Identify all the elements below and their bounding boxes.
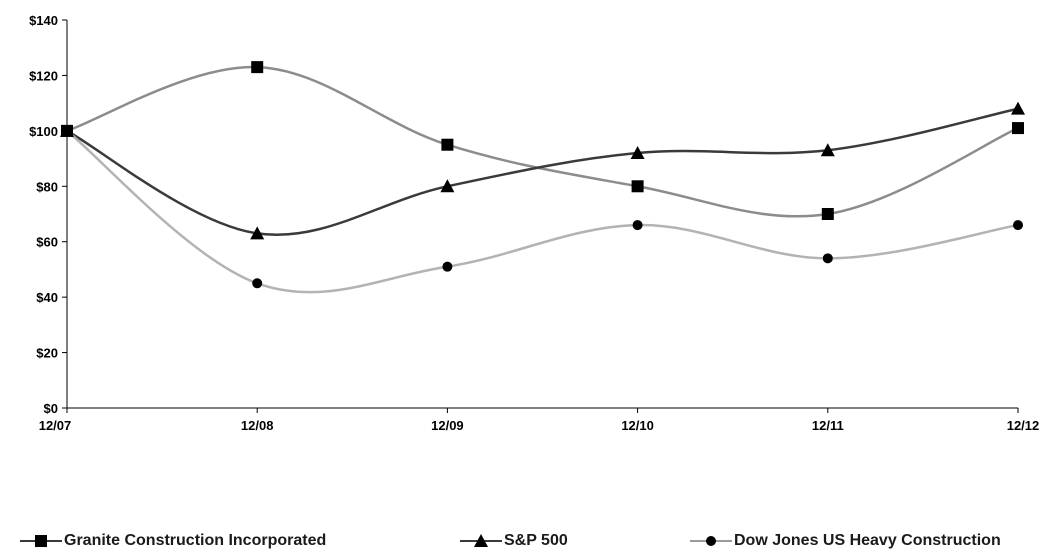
series-markers <box>60 61 1025 289</box>
data-point-dow-jones <box>822 253 833 264</box>
y-tick-label: $80 <box>36 179 58 194</box>
x-tick-label: 12/09 <box>431 418 464 433</box>
series-lines <box>66 65 1019 294</box>
x-tick-label: 12/11 <box>812 418 844 433</box>
x-axis: 12/07 12/08 12/09 12/10 12/11 12/12 <box>39 407 1040 433</box>
data-point-sp500 <box>250 226 265 240</box>
y-tick-label: $120 <box>29 68 58 83</box>
x-tick-label: 12/08 <box>241 418 274 433</box>
legend-item-granite: Granite Construction Incorporated <box>18 528 326 554</box>
data-point-granite <box>631 180 644 193</box>
y-tick-label: $60 <box>36 235 58 250</box>
data-point-granite <box>1012 122 1024 135</box>
y-tick-label: $40 <box>36 290 58 305</box>
x-tick-label: 12/07 <box>39 418 72 433</box>
data-point-dow-jones <box>632 220 643 231</box>
x-tick-label: 12/10 <box>621 418 654 433</box>
y-tick-label: $140 <box>29 13 58 28</box>
legend-swatch-granite <box>20 535 62 547</box>
y-tick-label: $0 <box>44 401 58 416</box>
legend-swatch-sp500 <box>460 534 502 547</box>
data-point-sp500 <box>1011 101 1025 115</box>
legend-item-dow-jones: Dow Jones US Heavy Construction <box>688 528 1001 554</box>
y-tick-label: $100 <box>29 124 58 139</box>
legend-label-sp500: S&P 500 <box>504 532 568 549</box>
y-axis: $0 $20 $40 $60 $80 $100 $120 $140 <box>29 13 68 416</box>
series-line-granite <box>66 65 1019 218</box>
x-tick-label: 12/12 <box>1007 418 1040 433</box>
data-point-sp500 <box>820 143 835 157</box>
legend-label-granite: Granite Construction Incorporated <box>64 532 327 549</box>
legend-label-dow-jones: Dow Jones US Heavy Construction <box>734 532 1001 549</box>
legend-swatch-dow-jones <box>690 536 732 546</box>
data-point-dow-jones <box>442 261 453 272</box>
data-point-granite <box>251 61 264 74</box>
line-chart: $0$20$40$60$80$100$120$140 12/07 12/08 12/… <box>29 13 1040 433</box>
legend-item-sp500: S&P 500 <box>458 528 568 554</box>
data-point-dow-jones <box>252 278 263 289</box>
legend: Granite Construction Incorporated S&P 50… <box>0 528 1059 554</box>
series-line-dow-jones <box>66 129 1019 294</box>
data-point-dow-jones <box>62 125 72 136</box>
data-point-sp500 <box>630 146 645 160</box>
data-point-sp500 <box>440 179 455 193</box>
series-line-sp500 <box>66 107 1019 236</box>
data-point-granite <box>441 138 454 151</box>
data-point-dow-jones <box>1013 220 1023 231</box>
data-point-granite <box>821 208 834 220</box>
y-tick-label: $20 <box>36 346 58 361</box>
